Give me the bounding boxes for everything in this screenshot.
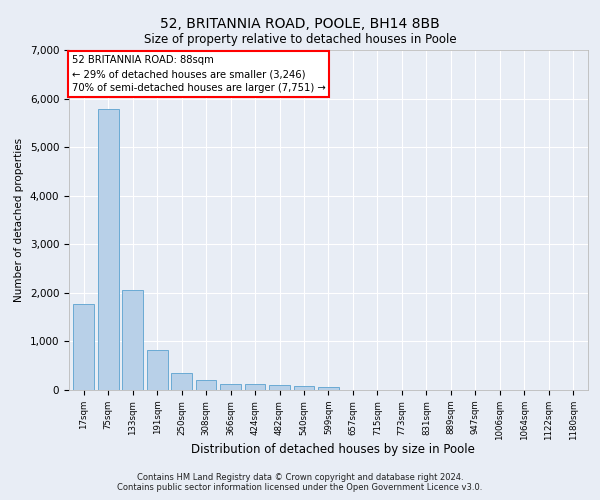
Text: 52, BRITANNIA ROAD, POOLE, BH14 8BB: 52, BRITANNIA ROAD, POOLE, BH14 8BB — [160, 18, 440, 32]
Bar — [269, 385, 290, 390]
Bar — [171, 373, 192, 390]
Bar — [196, 380, 217, 390]
Bar — [122, 290, 143, 390]
Text: Size of property relative to detached houses in Poole: Size of property relative to detached ho… — [143, 32, 457, 46]
Bar — [293, 386, 314, 390]
Bar — [245, 384, 265, 390]
Bar — [98, 110, 119, 390]
Text: Distribution of detached houses by size in Poole: Distribution of detached houses by size … — [191, 442, 475, 456]
Bar — [318, 387, 339, 390]
Text: Contains HM Land Registry data © Crown copyright and database right 2024.
Contai: Contains HM Land Registry data © Crown c… — [118, 473, 482, 492]
Bar — [147, 350, 167, 390]
Bar — [220, 384, 241, 390]
Y-axis label: Number of detached properties: Number of detached properties — [14, 138, 24, 302]
Bar — [73, 304, 94, 390]
Text: 52 BRITANNIA ROAD: 88sqm
← 29% of detached houses are smaller (3,246)
70% of sem: 52 BRITANNIA ROAD: 88sqm ← 29% of detach… — [71, 55, 325, 93]
